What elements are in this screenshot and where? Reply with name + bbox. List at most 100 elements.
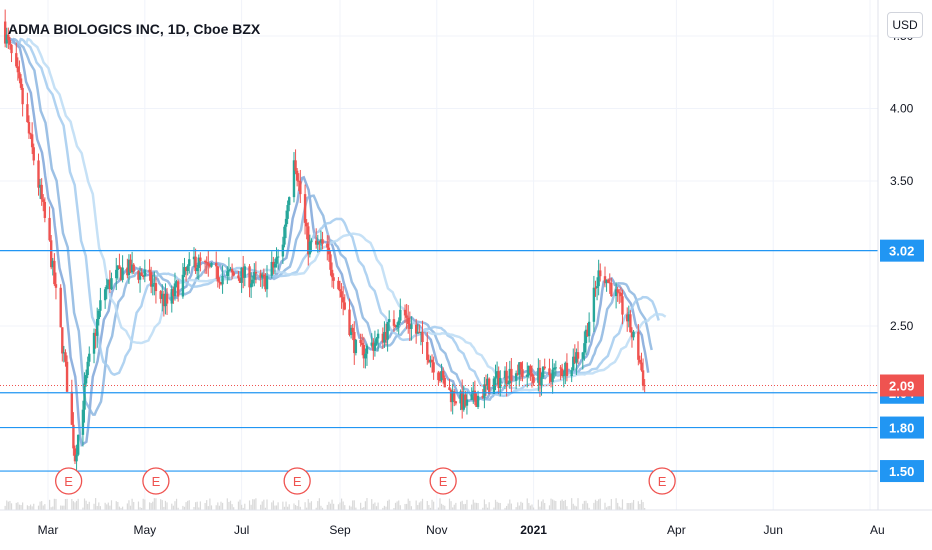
candle-body [361,343,364,345]
candle-body [218,281,221,283]
candle [194,248,197,274]
candle [208,263,212,269]
volume-bars [4,498,646,510]
candle [292,152,296,203]
volume-bar [550,498,552,510]
candle [548,358,551,384]
candle-body [127,259,131,276]
volume-bar [96,506,98,510]
candle-body [5,34,8,44]
candle-body [381,333,385,343]
volume-bar [60,505,62,510]
candle-body [132,264,135,272]
volume-bar [382,507,384,510]
candle [215,251,218,279]
candle-body [519,362,523,370]
candle-body [310,240,313,242]
candle [76,434,80,457]
volume-bar [107,502,109,510]
currency-button[interactable]: USD [887,12,923,38]
time-tick-label: 2021 [520,523,547,537]
candle [530,365,534,388]
candle-body [175,281,178,284]
candle-body [314,240,318,245]
candle [392,310,396,332]
candle [627,305,631,328]
candle-body [516,373,519,375]
candle [297,173,300,192]
candle-body [197,257,200,268]
candle-body [130,264,134,273]
candle-body [570,370,573,377]
volume-bar [18,504,21,510]
candle-body [272,261,275,268]
moving-average-line [11,37,653,416]
volume-bar [248,500,251,510]
volume-bar [463,504,465,510]
candle-body [229,269,232,271]
volume-bar [283,506,286,510]
volume-bar [640,499,643,510]
candle [253,263,256,287]
volume-bar [404,503,406,510]
candle [603,266,607,288]
candle [96,307,99,348]
volume-bar [29,504,32,510]
candle-body [362,344,365,359]
volume-bar [129,505,132,510]
last-price-badge-bg [880,374,924,397]
candle [303,184,307,235]
volume-bar [387,500,389,510]
candle-body [470,394,473,400]
volume-bar [220,501,222,510]
candle [403,304,407,324]
candle-body [576,352,580,359]
candle [453,389,456,407]
volume-bar [274,505,276,510]
volume-bar [77,498,79,510]
candle-body [10,44,13,54]
candle [527,365,531,379]
candle [529,364,532,381]
candle [543,358,546,370]
volume-bar [442,504,444,510]
volume-bar [226,498,228,510]
candle-body [551,369,554,382]
volume-bar [144,499,146,510]
volume-bar [366,498,368,510]
candle [230,263,234,280]
candle-body [343,302,346,310]
candle [94,328,97,349]
candle-body [276,256,280,258]
candle-body [262,274,266,277]
candle-body [248,266,251,288]
candle [540,372,543,396]
candle-body [572,356,575,371]
volume-bar [374,502,376,510]
candle-body [403,309,407,316]
candle [129,254,132,274]
candle [437,370,440,386]
candle [154,276,158,304]
volume-bar [17,502,19,510]
volume-bar [115,501,117,510]
volume-bar [504,507,506,510]
candle [519,361,523,381]
volume-bar [310,501,313,510]
candle-body [507,383,510,385]
candle [507,380,510,385]
volume-bar [339,502,341,510]
earnings-label: E [439,474,448,489]
candle-body [3,21,7,44]
candle-body [621,296,624,315]
volume-bar [182,505,184,510]
volume-bar [493,507,495,510]
candle [429,355,432,368]
candle [105,278,108,300]
candle [383,321,386,348]
candle-body [241,267,245,278]
candle-body [237,275,240,279]
candle-body [508,368,511,384]
volume-bar [104,502,106,510]
